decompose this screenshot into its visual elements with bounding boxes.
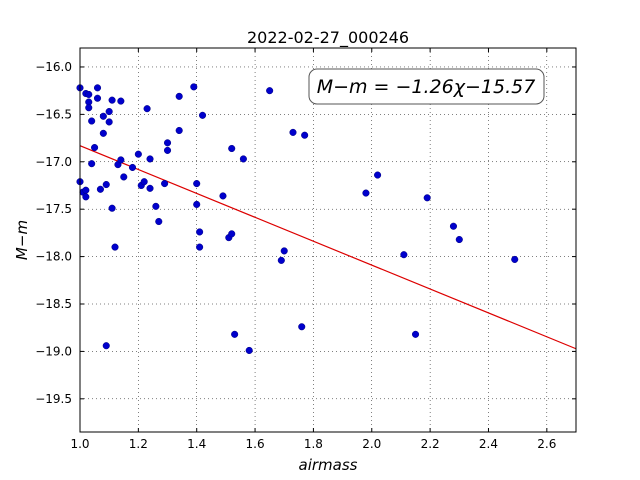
equation-box: [308, 68, 545, 105]
data-point: [231, 330, 239, 338]
data-point: [423, 194, 431, 202]
data-point: [108, 96, 116, 104]
chart-title: 2022-02-27_000246: [247, 28, 409, 48]
data-point: [163, 146, 172, 154]
y-tick-label: −16.5: [35, 107, 72, 121]
data-point: [85, 104, 93, 112]
data-point: [105, 107, 113, 116]
data-point: [190, 83, 198, 91]
data-point: [134, 150, 142, 158]
data-point: [193, 200, 201, 208]
y-tick-label: −17.0: [35, 155, 72, 169]
x-tick-label: 1.0: [70, 437, 89, 451]
data-point: [117, 156, 125, 164]
data-point: [128, 163, 137, 172]
data-point: [140, 178, 148, 186]
data-point: [88, 117, 96, 125]
data-point: [198, 111, 207, 119]
data-point: [143, 105, 151, 113]
data-point: [219, 192, 227, 200]
x-tick-label: 2.2: [421, 437, 440, 451]
data-point: [245, 346, 253, 355]
data-point: [163, 139, 172, 147]
x-tick-label: 1.6: [246, 437, 265, 451]
x-tick-label: 1.8: [304, 437, 323, 451]
data-point: [96, 185, 104, 193]
data-point: [91, 144, 99, 152]
data-point: [102, 180, 110, 189]
y-tick-label: −16.0: [35, 60, 72, 74]
data-point: [362, 189, 370, 197]
x-axis-label: airmass: [299, 456, 358, 474]
x-tick-label: 1.4: [187, 437, 206, 451]
data-point: [88, 160, 96, 168]
data-point: [175, 92, 183, 100]
data-point: [374, 171, 382, 179]
fit-line: [79, 145, 577, 350]
y-tick-label: −19.5: [35, 392, 72, 406]
data-point: [120, 173, 128, 181]
data-point: [146, 184, 154, 192]
data-point: [277, 256, 285, 264]
data-point: [82, 186, 90, 194]
x-tick-label: 2.4: [479, 437, 498, 451]
data-point: [511, 255, 519, 263]
data-point: [298, 323, 306, 331]
data-point: [411, 330, 420, 338]
data-point: [152, 202, 160, 210]
data-point: [111, 243, 119, 251]
data-point: [155, 217, 163, 226]
data-point: [196, 228, 204, 236]
data-point: [161, 180, 169, 188]
data-point: [146, 155, 154, 163]
y-tick-label: −18.0: [35, 250, 72, 264]
data-point: [239, 155, 247, 163]
data-point: [301, 131, 309, 139]
y-tick-label: −17.5: [35, 202, 72, 216]
data-point: [85, 90, 93, 99]
data-point: [108, 204, 116, 212]
data-point: [99, 112, 107, 120]
data-point: [266, 87, 274, 95]
fit-equation: M−m = −1.26χ−15.57: [317, 76, 536, 98]
data-point: [93, 84, 102, 92]
y-axis-label: M−m: [13, 220, 31, 260]
data-point: [196, 243, 204, 251]
data-point: [105, 118, 113, 126]
data-point: [99, 129, 107, 137]
x-tick-label: 2.0: [362, 437, 381, 451]
data-point: [455, 235, 463, 244]
axes-frame: [79, 47, 577, 433]
plot-area: 1.0 1.2 1.4 1.6 1.8 2.0 2.2 2.4 2.6 −16.0 −16.5 −17…: [35, 47, 577, 451]
data-point: [175, 126, 183, 135]
y-tick-label: −18.5: [35, 297, 72, 311]
data-point: [193, 180, 201, 188]
data-point: [228, 144, 236, 153]
data-point: [82, 193, 90, 201]
data-point: [102, 342, 110, 350]
data-point: [280, 247, 288, 255]
data-point: [449, 222, 458, 230]
x-tick-label: 1.2: [129, 437, 148, 451]
x-tick-label: 2.6: [537, 437, 556, 451]
data-point: [400, 251, 408, 259]
data-point: [93, 94, 102, 102]
data-point: [117, 97, 125, 105]
y-tick-label: −19.0: [35, 344, 72, 358]
data-point: [289, 128, 297, 136]
data-point: [228, 230, 236, 238]
